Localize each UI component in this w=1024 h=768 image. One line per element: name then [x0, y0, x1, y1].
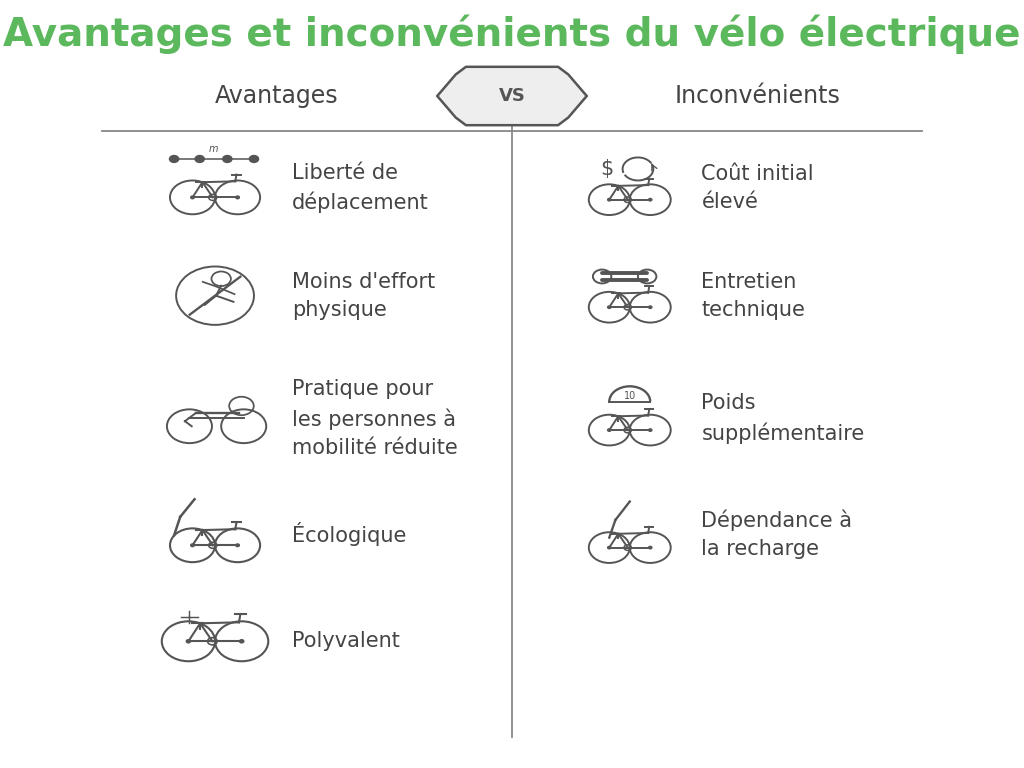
Circle shape: [190, 196, 195, 199]
Text: Poids
supplémentaire: Poids supplémentaire: [701, 393, 864, 444]
Circle shape: [236, 544, 240, 547]
Circle shape: [195, 155, 205, 163]
Circle shape: [607, 198, 611, 201]
Circle shape: [223, 155, 231, 163]
Text: Liberté de
déplacement: Liberté de déplacement: [292, 163, 429, 214]
Circle shape: [236, 196, 240, 199]
Text: $: $: [601, 159, 613, 179]
Text: Moins d'effort
physique: Moins d'effort physique: [292, 272, 435, 319]
Text: Dépendance à
la recharge: Dépendance à la recharge: [701, 509, 852, 558]
Circle shape: [186, 640, 190, 643]
Circle shape: [648, 429, 652, 432]
Text: VS: VS: [499, 87, 525, 105]
Circle shape: [648, 306, 652, 309]
Text: 10: 10: [624, 390, 636, 401]
Circle shape: [648, 198, 652, 201]
Text: Polyvalent: Polyvalent: [292, 631, 399, 651]
Text: Entretien
technique: Entretien technique: [701, 272, 805, 319]
Circle shape: [169, 155, 178, 163]
Circle shape: [607, 306, 611, 309]
Polygon shape: [437, 67, 587, 125]
Text: Inconvénients: Inconvénients: [675, 84, 841, 108]
Circle shape: [607, 546, 611, 549]
Text: Écologique: Écologique: [292, 521, 407, 546]
Circle shape: [250, 155, 258, 163]
Text: Avantages et inconvénients du vélo électrique: Avantages et inconvénients du vélo élect…: [3, 15, 1021, 55]
Text: m: m: [208, 144, 218, 154]
Text: Coût initial
élevé: Coût initial élevé: [701, 164, 814, 212]
Text: Pratique pour
les personnes à
mobilité réduite: Pratique pour les personnes à mobilité r…: [292, 379, 458, 458]
Circle shape: [648, 546, 652, 549]
Circle shape: [190, 544, 195, 547]
Circle shape: [240, 640, 244, 643]
Text: Avantages: Avantages: [215, 84, 338, 108]
Circle shape: [607, 429, 611, 432]
